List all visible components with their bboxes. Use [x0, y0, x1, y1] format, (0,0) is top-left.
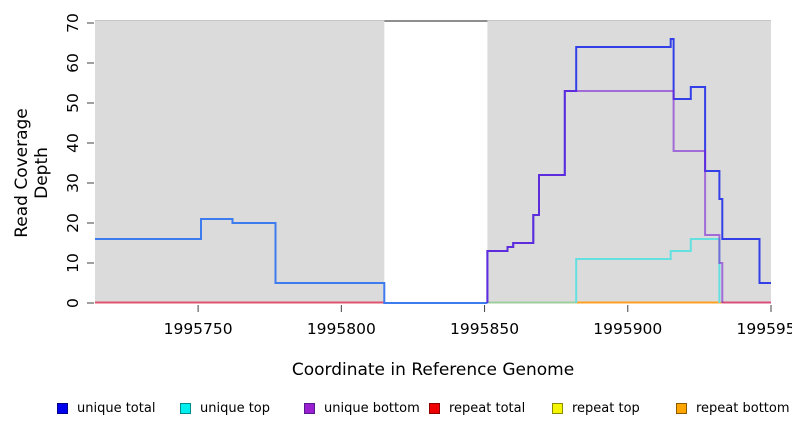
legend-swatch: [304, 402, 315, 414]
y-tick-label: 40: [64, 133, 82, 153]
y-tick-label: 10: [64, 253, 82, 273]
legend-item-unique-total: unique total: [57, 399, 155, 417]
legend-item-repeat-total: repeat total: [429, 399, 525, 417]
x-tick-label: 1995900: [593, 320, 662, 338]
y-tick-label: 50: [64, 93, 82, 113]
legend-label: repeat total: [449, 400, 526, 416]
legend-swatch: [676, 402, 687, 414]
unique-total-left: [95, 218, 488, 304]
y-tick-label: 20: [64, 213, 82, 233]
y-axis-title: Read Coverage Depth: [12, 108, 52, 238]
legend-swatch: [552, 402, 563, 414]
y-tick-label: 0: [64, 298, 82, 308]
legend: unique total unique top unique bottom repea…: [0, 399, 792, 419]
legend-item-repeat-bottom: repeat bottom: [676, 399, 790, 417]
y-tick-label: 60: [64, 53, 82, 73]
x-tick-label: 1995750: [164, 320, 233, 338]
legend-item-repeat-top: repeat top: [552, 399, 640, 417]
legend-swatch: [429, 402, 440, 414]
unique-bottom-line: [486, 90, 724, 303]
y-tick-label: 30: [64, 173, 82, 193]
legend-label: unique bottom: [324, 400, 420, 416]
unique-top-line: [575, 238, 721, 303]
x-axis-title: Coordinate in Reference Genome: [291, 360, 575, 380]
legend-label: repeat bottom: [696, 400, 790, 416]
legend-label: unique top: [200, 400, 271, 416]
x-tick-label: 1995800: [307, 320, 376, 338]
x-tick-label: 1995850: [450, 320, 519, 338]
legend-item-unique-top: unique top: [180, 399, 270, 417]
legend-swatch: [180, 402, 191, 414]
legend-label: repeat top: [572, 400, 640, 416]
y-tick-label: 70: [64, 13, 82, 33]
legend-label: unique total: [77, 400, 156, 416]
legend-item-unique-bottom: unique bottom: [304, 399, 420, 417]
legend-swatch: [57, 402, 68, 414]
gap-region: [384, 20, 488, 303]
